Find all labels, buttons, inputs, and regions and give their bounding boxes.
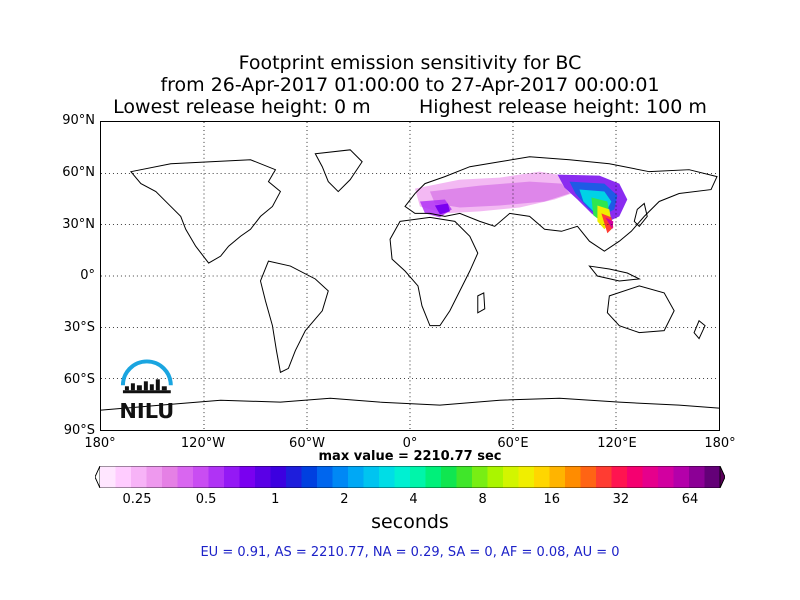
colorbar-cell — [270, 466, 287, 488]
colorbar-cell — [131, 466, 147, 488]
colorbar-cell — [208, 466, 225, 488]
max-value-label: max value = 2210.77 sec — [318, 449, 502, 464]
region-sums: EU = 0.91, AS = 2210.77, NA = 0.29, SA =… — [200, 545, 620, 560]
colorbar-cell — [565, 466, 581, 488]
lat-label-30s: 30°S — [63, 320, 95, 335]
lon-label-120e: 120°E — [597, 436, 637, 451]
colorbar-units: seconds — [371, 511, 449, 533]
colorbar-cell — [255, 466, 271, 488]
colorbar-cell — [317, 466, 333, 488]
colorbar-cell — [503, 466, 519, 488]
lon-label-180e: 180° — [704, 436, 736, 451]
colorbar-extend-low — [95, 466, 101, 488]
colorbar-cell — [394, 466, 411, 488]
colorbar-cell — [627, 466, 643, 488]
colorbar-tick-label: 64 — [681, 492, 699, 507]
logo-text: NILU — [119, 399, 174, 423]
colorbar-cell — [425, 466, 442, 488]
colorbar-cell — [348, 466, 364, 488]
colorbar-tick-label: 8 — [478, 492, 487, 507]
colorbar-cell — [224, 466, 240, 488]
colorbar-cell — [100, 466, 116, 488]
lat-label-90n: 90°N — [62, 113, 95, 128]
colorbar-cell — [456, 466, 473, 488]
colorbar-cell — [689, 466, 705, 488]
logo-skyline — [122, 379, 171, 394]
colorbar-cell — [286, 466, 302, 488]
colorbar-cell — [704, 466, 721, 488]
colorbar-cell — [162, 466, 178, 488]
colorbar-cell — [487, 466, 504, 488]
colorbar-cell — [332, 466, 349, 488]
colorbar-cell — [534, 466, 550, 488]
coastlines — [101, 149, 719, 411]
lon-label-60w: 60°W — [289, 436, 325, 451]
colorbar-cell — [177, 466, 194, 488]
colorbar-tick-label: 2 — [340, 492, 349, 507]
colorbar-cell — [146, 466, 163, 488]
colorbar-tick-label: 0.5 — [195, 492, 217, 507]
lat-label-60n: 60°N — [62, 165, 95, 180]
colorbar-tick-label: 32 — [612, 492, 630, 507]
colorbar-cell — [472, 466, 488, 488]
lon-label-0: 0° — [402, 436, 418, 451]
lon-label-180w: 180° — [84, 436, 116, 451]
lat-label-30n: 30°N — [62, 217, 95, 232]
colorbar-tick-label: 0.25 — [122, 492, 152, 507]
colorbar-cell — [580, 466, 597, 488]
lat-label-60s: 60°S — [63, 372, 95, 387]
colorbar-cell — [673, 466, 690, 488]
world-map: NILU — [100, 121, 720, 431]
colorbar-cell — [193, 466, 209, 488]
colorbar — [95, 466, 725, 488]
colorbar-cell — [363, 466, 380, 488]
colorbar-extend-high — [719, 466, 725, 488]
plot-title-line-2: from 26-Apr-2017 01:00:00 to 27-Apr-2017… — [160, 74, 660, 96]
colorbar-cell — [115, 466, 132, 488]
plot-title-line-1: Footprint emission sensitivity for BC — [238, 52, 582, 74]
colorbar-cell — [239, 466, 256, 488]
sensitivity-plume — [414, 171, 628, 234]
highest-release-height: Highest release height: 100 m — [418, 96, 707, 118]
graticule — [101, 122, 719, 430]
colorbar-cell — [410, 466, 426, 488]
colorbar-tick-label: 1 — [271, 492, 280, 507]
lat-label-0: 0° — [80, 268, 95, 283]
lowest-release-height: Lowest release height: 0 m — [113, 96, 371, 118]
colorbar-cell — [441, 466, 457, 488]
colorbar-cell — [379, 466, 395, 488]
colorbar-cell — [642, 466, 659, 488]
colorbar-tick-label: 4 — [409, 492, 418, 507]
plot-title-line-3: Lowest release height: 0 m Highest relea… — [0, 96, 800, 118]
lat-label-90s: 90°S — [63, 423, 95, 438]
colorbar-cell — [658, 466, 674, 488]
lon-label-120w: 120°W — [180, 436, 226, 451]
colorbar-cell — [611, 466, 628, 488]
colorbar-cell — [596, 466, 612, 488]
logo-arc — [120, 359, 173, 386]
colorbar-tick-label: 16 — [543, 492, 561, 507]
nilu-logo: NILU — [119, 359, 174, 423]
lon-label-60e: 60°E — [497, 436, 529, 451]
colorbar-cell — [301, 466, 318, 488]
colorbar-cell — [549, 466, 566, 488]
colorbar-cell — [518, 466, 535, 488]
